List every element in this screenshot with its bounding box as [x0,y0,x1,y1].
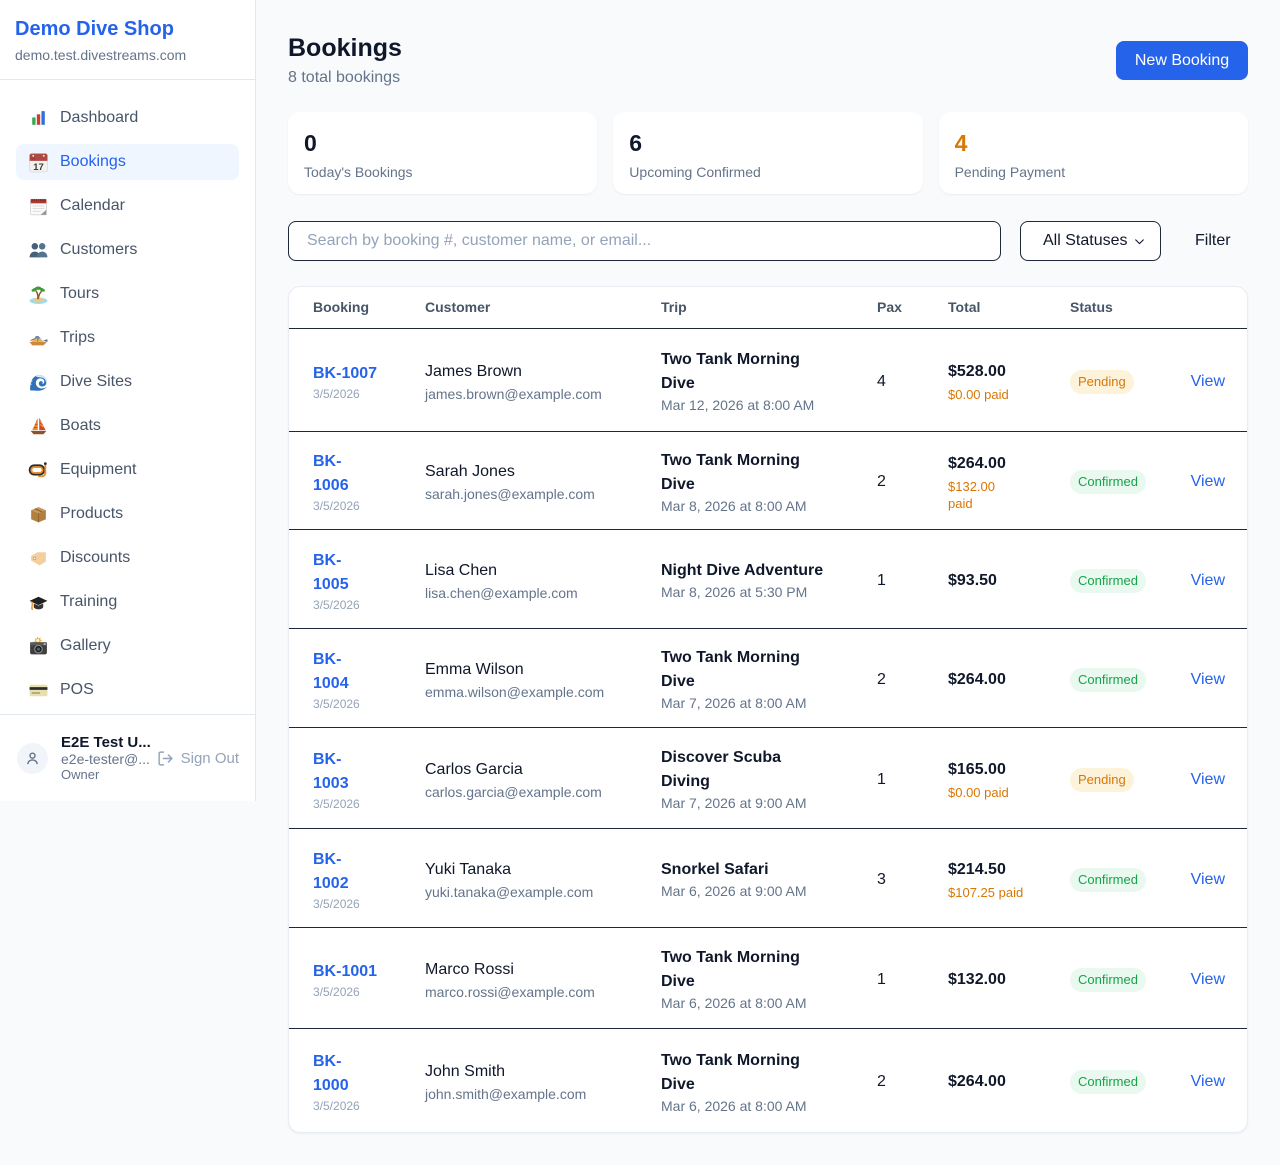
svg-text:17: 17 [33,161,44,172]
